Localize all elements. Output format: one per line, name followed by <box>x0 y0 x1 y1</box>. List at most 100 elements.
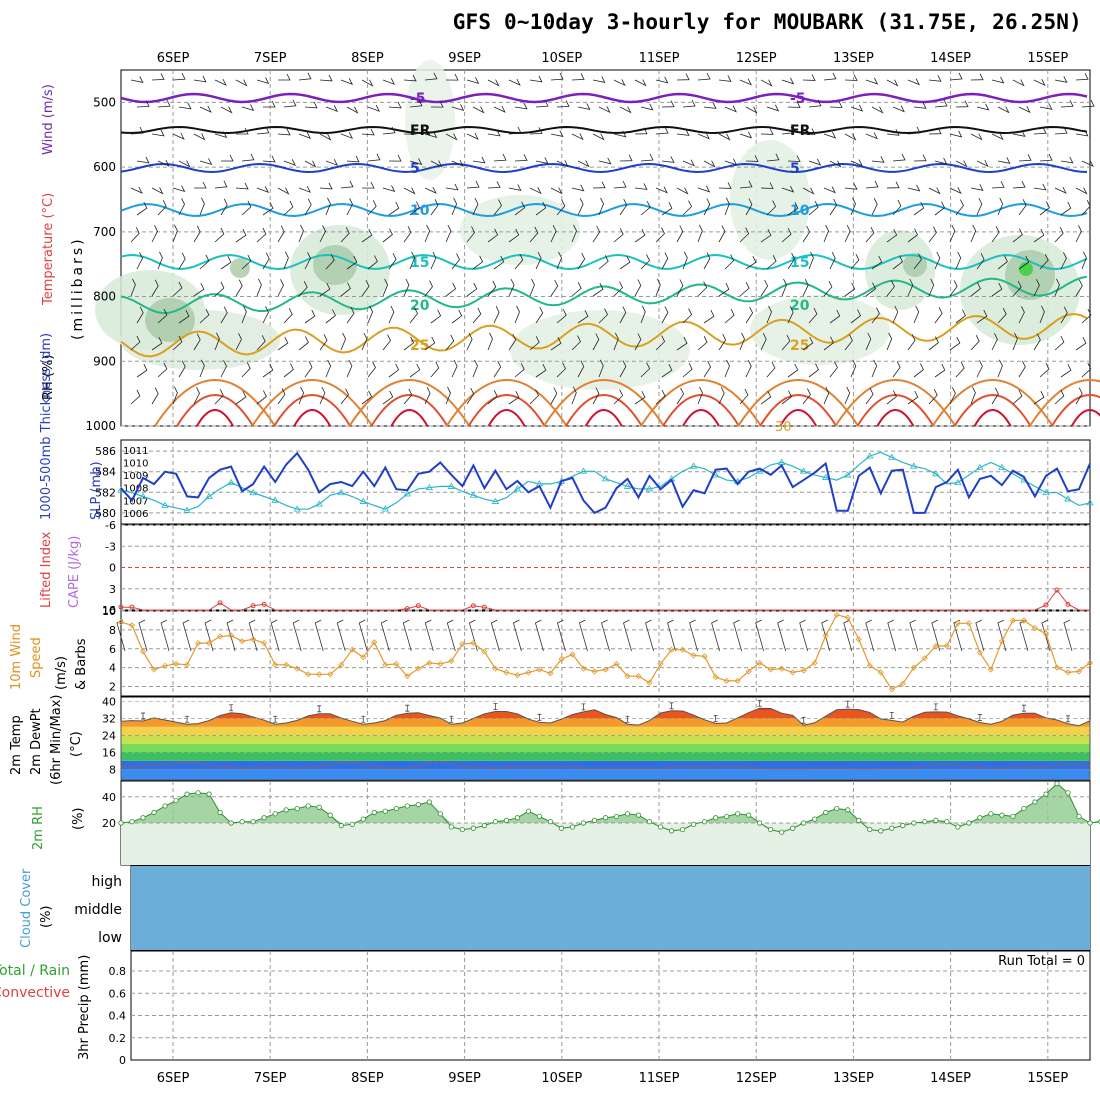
isotherm-label: 20 <box>410 298 430 314</box>
upper-wind-barb <box>556 199 566 216</box>
upper-wind-barb <box>136 252 143 270</box>
pressure-tick-label: 1000 <box>85 419 116 433</box>
upper-wind-barb <box>493 255 505 270</box>
warm-arc <box>682 409 720 427</box>
upper-wind-barb <box>1039 154 1053 162</box>
warm-arc <box>1050 394 1100 427</box>
date-label-top: 8SEP <box>351 51 384 66</box>
upper-wind-barb <box>214 389 224 405</box>
rh-marker <box>1043 791 1049 797</box>
upper-wind-barb <box>493 105 506 113</box>
upper-wind-barb <box>199 158 213 166</box>
upper-wind-barb <box>367 105 381 112</box>
upper-wind-barb <box>913 102 927 109</box>
isotherm-label: 25 <box>790 338 809 354</box>
upper-wind-barb <box>661 202 673 216</box>
slp-marker <box>491 497 500 504</box>
upper-wind-barb <box>682 99 696 108</box>
upper-wind-barb <box>340 388 349 405</box>
rh-marker <box>547 819 554 825</box>
upper-wind-barb <box>403 336 415 351</box>
lifted-index-marker <box>1054 587 1060 593</box>
upper-wind-barb <box>823 280 833 297</box>
rh-marker <box>635 812 642 818</box>
rh-marker <box>955 824 961 830</box>
upper-wind-barb <box>718 333 727 351</box>
surface-wind-barb <box>468 619 478 652</box>
slp-marker <box>689 462 698 469</box>
upper-wind-barb <box>823 224 829 243</box>
upper-wind-barb <box>514 102 528 110</box>
upper-wind-barb <box>151 129 165 137</box>
upper-wind-barb <box>319 386 326 405</box>
upper-wind-barb <box>829 160 842 168</box>
upper-wind-barb <box>655 335 666 351</box>
upper-wind-barb <box>535 201 547 216</box>
upper-wind-barb <box>277 128 291 136</box>
wind-speed-marker <box>360 654 367 661</box>
upper-wind-barb <box>178 310 190 324</box>
upper-wind-barb <box>178 252 186 270</box>
wind-speed-marker <box>668 646 675 653</box>
minmax-axis-label: (6hr Min/Max) <box>49 695 64 785</box>
upper-wind-barb <box>550 130 564 137</box>
slp-marker <box>888 453 896 460</box>
warm-arc <box>487 409 526 427</box>
upper-wind-barb <box>865 77 879 85</box>
upper-wind-barb <box>970 335 980 351</box>
temperature-tick-label: 32 <box>102 712 116 725</box>
rh-marker <box>823 809 829 816</box>
wind-speed-marker <box>393 660 400 667</box>
wind-axis-label: 10m Wind <box>9 624 24 690</box>
upper-wind-barb <box>346 106 359 114</box>
wind-tick-label: 10 <box>102 605 116 618</box>
wind-speed-marker <box>426 659 433 667</box>
upper-wind-barb <box>1033 79 1046 87</box>
upper-wind-barb <box>214 131 228 139</box>
surface-wind-barb <box>314 619 324 652</box>
upper-wind-barb <box>304 309 316 324</box>
upper-wind-barb <box>1075 387 1083 405</box>
upper-wind-barb <box>970 184 984 191</box>
upper-wind-barb <box>829 198 838 216</box>
upper-wind-barb <box>340 78 354 86</box>
upper-wind-barb <box>724 309 735 324</box>
upper-wind-barb <box>130 76 144 83</box>
slp-marker <box>513 485 522 492</box>
upper-wind-barb <box>955 160 968 168</box>
wind-speed-marker <box>250 636 257 643</box>
rh-marker <box>327 812 333 818</box>
wind-speed-marker <box>976 649 983 656</box>
surface-wind-barb <box>689 619 698 652</box>
rh-marker <box>514 815 521 821</box>
upper-wind-barb <box>781 228 792 243</box>
upper-wind-barb <box>1018 154 1032 162</box>
rh-marker <box>393 805 399 812</box>
upper-wind-barb <box>892 105 905 113</box>
upper-wind-barb <box>571 133 584 141</box>
upper-wind-barb <box>613 332 619 351</box>
wind-speed-marker <box>415 665 422 672</box>
rh-marker <box>591 817 598 823</box>
upper-wind-barb <box>934 99 948 108</box>
upper-wind-barb <box>760 333 767 351</box>
rh-axis-label: 2m RH <box>31 806 46 850</box>
upper-wind-barb <box>388 101 402 109</box>
upper-wind-barb <box>697 72 711 81</box>
upper-wind-barb <box>451 309 463 324</box>
wind-speed-marker <box>844 614 851 621</box>
upper-wind-barb <box>1018 306 1025 324</box>
slp-marker <box>755 467 764 474</box>
upper-wind-barb <box>613 130 627 138</box>
surface-wind-barb <box>402 619 412 652</box>
upper-wind-barb <box>682 159 695 167</box>
wind-speed-marker <box>877 669 884 676</box>
surface-wind-barb <box>623 619 632 652</box>
upper-wind-barb <box>655 227 665 243</box>
rh-marker <box>911 820 917 826</box>
precip-panel-frame <box>130 950 1091 1061</box>
upper-wind-barb <box>508 228 520 243</box>
lifted-index-marker <box>217 600 223 606</box>
rh-marker <box>371 809 377 816</box>
slp-marker <box>315 500 323 507</box>
